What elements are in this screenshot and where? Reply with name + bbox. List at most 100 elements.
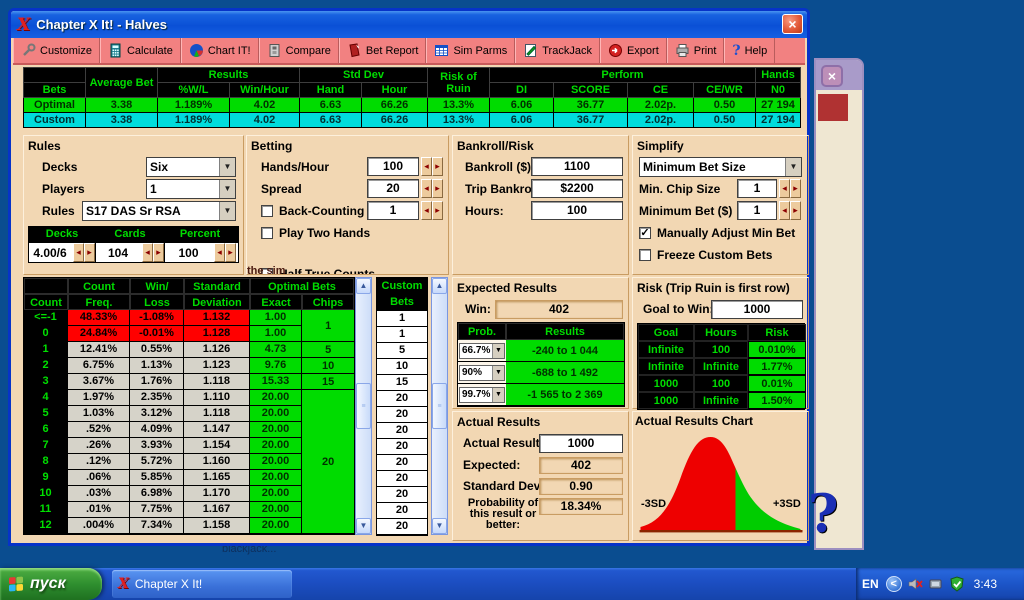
freq-cell: 24.84% bbox=[68, 326, 130, 342]
probability-row: 66.7% ▼ -240 to 1 044 bbox=[458, 340, 624, 362]
scrollbar-thumb[interactable]: ≡ bbox=[356, 383, 371, 429]
simplify-mode-dropdown[interactable]: Minimum Bet Size ▼ bbox=[639, 156, 802, 177]
custom-bet-cell[interactable]: 20 bbox=[377, 503, 427, 519]
probability-dropdown[interactable]: 90% ▼ bbox=[459, 364, 505, 381]
print-button[interactable]: Print bbox=[666, 38, 725, 63]
chevron-down-icon[interactable]: ▼ bbox=[219, 157, 235, 176]
custom-bet-cell[interactable]: 1 bbox=[377, 311, 427, 327]
desktop-icon-label[interactable]: blackjack... bbox=[222, 543, 277, 555]
spin-right-icon[interactable]: ▸ bbox=[225, 243, 236, 262]
compare-button[interactable]: Compare bbox=[258, 38, 339, 63]
sim-parms-button[interactable]: Sim Parms bbox=[426, 38, 516, 63]
stddev-cell: 1.167 bbox=[184, 502, 250, 518]
spin-right-icon[interactable]: ▸ bbox=[790, 179, 801, 198]
play-two-hands-checkbox[interactable] bbox=[261, 226, 273, 239]
custom-bet-cell[interactable]: 1 bbox=[377, 327, 427, 343]
custom-bet-cell[interactable]: 20 bbox=[377, 423, 427, 439]
spin-left-icon[interactable]: ◂ bbox=[421, 157, 432, 176]
rules-dropdown[interactable]: S17 DAS Sr RSA ▼ bbox=[82, 200, 236, 221]
start-button[interactable]: пуск bbox=[0, 568, 102, 600]
spin-left-icon[interactable]: ◂ bbox=[779, 201, 790, 220]
spin-right-icon[interactable]: ▸ bbox=[432, 201, 443, 220]
freeze-custom-bets-checkbox[interactable] bbox=[639, 248, 651, 261]
spin-right-icon[interactable]: ▸ bbox=[432, 179, 443, 198]
spin-left-icon[interactable]: ◂ bbox=[421, 179, 432, 198]
compare-icon bbox=[269, 44, 280, 57]
close-button[interactable]: × bbox=[782, 14, 803, 34]
scroll-down-icon[interactable]: ▼ bbox=[356, 518, 371, 534]
scroll-up-icon[interactable]: ▲ bbox=[356, 278, 371, 294]
tray-chevron-icon[interactable]: < bbox=[885, 576, 902, 592]
spin-right-icon[interactable]: ▸ bbox=[432, 157, 443, 176]
trip-bankroll-input[interactable]: $2200 bbox=[531, 179, 623, 198]
chevron-down-icon[interactable]: ▼ bbox=[492, 387, 504, 402]
spin-left-icon[interactable]: ◂ bbox=[73, 243, 84, 262]
hands-hour-input[interactable]: 100 bbox=[367, 157, 419, 176]
shield-check-icon[interactable] bbox=[949, 576, 965, 592]
decks-dealt-value[interactable]: 4.00/6 bbox=[33, 245, 67, 260]
min-chip-size-input[interactable]: 1 bbox=[737, 179, 777, 198]
spin-right-icon[interactable]: ▸ bbox=[790, 201, 801, 220]
decks-dropdown[interactable]: Six ▼ bbox=[146, 156, 236, 177]
chart-it-button[interactable]: Chart IT! bbox=[180, 38, 259, 63]
bet-report-button[interactable]: Bet Report bbox=[338, 38, 427, 63]
chevron-down-icon[interactable]: ▼ bbox=[785, 157, 801, 176]
back-counting-checkbox[interactable] bbox=[261, 204, 273, 217]
device-icon[interactable] bbox=[928, 576, 944, 592]
spin-left-icon[interactable]: ◂ bbox=[779, 179, 790, 198]
custom-bet-cell[interactable]: 20 bbox=[377, 455, 427, 471]
manually-adjust-checkbox[interactable]: ✓ bbox=[639, 226, 651, 239]
export-button[interactable]: Export bbox=[599, 38, 667, 63]
language-indicator[interactable]: EN bbox=[862, 577, 879, 591]
spin-left-icon[interactable]: ◂ bbox=[142, 243, 153, 262]
scroll-up-icon[interactable]: ▲ bbox=[432, 278, 447, 294]
trackjack-button[interactable]: TrackJack bbox=[515, 38, 600, 63]
hours-input[interactable]: 100 bbox=[531, 201, 623, 220]
custom-bet-cell[interactable]: 20 bbox=[377, 471, 427, 487]
volume-muted-icon[interactable] bbox=[907, 576, 923, 592]
title-bar[interactable]: X Chapter X It! - Halves × bbox=[11, 11, 807, 38]
custom-bet-cell[interactable]: 5 bbox=[377, 343, 427, 359]
help-button[interactable]: ? Help bbox=[724, 38, 776, 63]
clock[interactable]: 3:43 bbox=[973, 577, 998, 591]
probability-dropdown[interactable]: 99.7% ▼ bbox=[459, 386, 505, 403]
calculate-button[interactable]: Calculate bbox=[99, 38, 181, 63]
custom-bet-cell[interactable]: 20 bbox=[377, 407, 427, 423]
windows-flag-icon bbox=[9, 576, 23, 592]
background-window[interactable]: × ? bbox=[808, 58, 864, 550]
scroll-down-icon[interactable]: ▼ bbox=[432, 518, 447, 534]
custom-bet-cell[interactable]: 20 bbox=[377, 519, 427, 535]
custom-bet-cell[interactable]: 20 bbox=[377, 487, 427, 503]
minimum-bet-input[interactable]: 1 bbox=[737, 201, 777, 220]
spin-right-icon[interactable]: ▸ bbox=[84, 243, 95, 262]
custom-bet-cell[interactable]: 20 bbox=[377, 439, 427, 455]
back-counting-input[interactable]: 1 bbox=[367, 201, 419, 220]
players-dropdown[interactable]: 1 ▼ bbox=[146, 178, 236, 199]
chevron-down-icon[interactable]: ▼ bbox=[219, 201, 235, 220]
customize-button[interactable]: Customize bbox=[13, 38, 100, 63]
chevron-down-icon[interactable]: ▼ bbox=[219, 179, 235, 198]
background-close-icon[interactable]: × bbox=[821, 65, 843, 87]
actual-result-input[interactable]: 1000 bbox=[539, 433, 623, 453]
probability-dropdown[interactable]: 66.7% ▼ bbox=[459, 342, 505, 359]
spin-right-icon[interactable]: ▸ bbox=[153, 243, 164, 262]
spread-input[interactable]: 20 bbox=[367, 179, 419, 198]
bankroll-input[interactable]: 1100 bbox=[531, 157, 623, 176]
goal-to-win-input[interactable]: 1000 bbox=[711, 299, 803, 319]
exact-bet-cell: 15.33 bbox=[250, 374, 302, 390]
chevron-down-icon[interactable]: ▼ bbox=[492, 365, 504, 380]
optimal-bets-scrollbar[interactable]: ▲ ≡ ▼ bbox=[355, 277, 372, 535]
custom-bets-scrollbar[interactable]: ▲ ≡ ▼ bbox=[431, 277, 448, 535]
chevron-down-icon[interactable]: ▼ bbox=[492, 343, 504, 358]
custom-bet-cell[interactable]: 10 bbox=[377, 359, 427, 375]
custom-bet-cell[interactable]: 20 bbox=[377, 391, 427, 407]
percent-value[interactable]: 100 bbox=[178, 245, 199, 260]
cards-value[interactable]: 104 bbox=[107, 245, 129, 260]
spin-left-icon[interactable]: ◂ bbox=[421, 201, 432, 220]
half-true-counts-checkbox[interactable] bbox=[261, 267, 273, 274]
custom-bet-cell[interactable]: 15 bbox=[377, 375, 427, 391]
taskbar-app-button[interactable]: X Chapter X It! bbox=[112, 570, 292, 598]
scrollbar-thumb[interactable]: ≡ bbox=[432, 383, 447, 429]
spin-left-icon[interactable]: ◂ bbox=[214, 243, 225, 262]
winloss-cell: 6.98% bbox=[130, 486, 184, 502]
